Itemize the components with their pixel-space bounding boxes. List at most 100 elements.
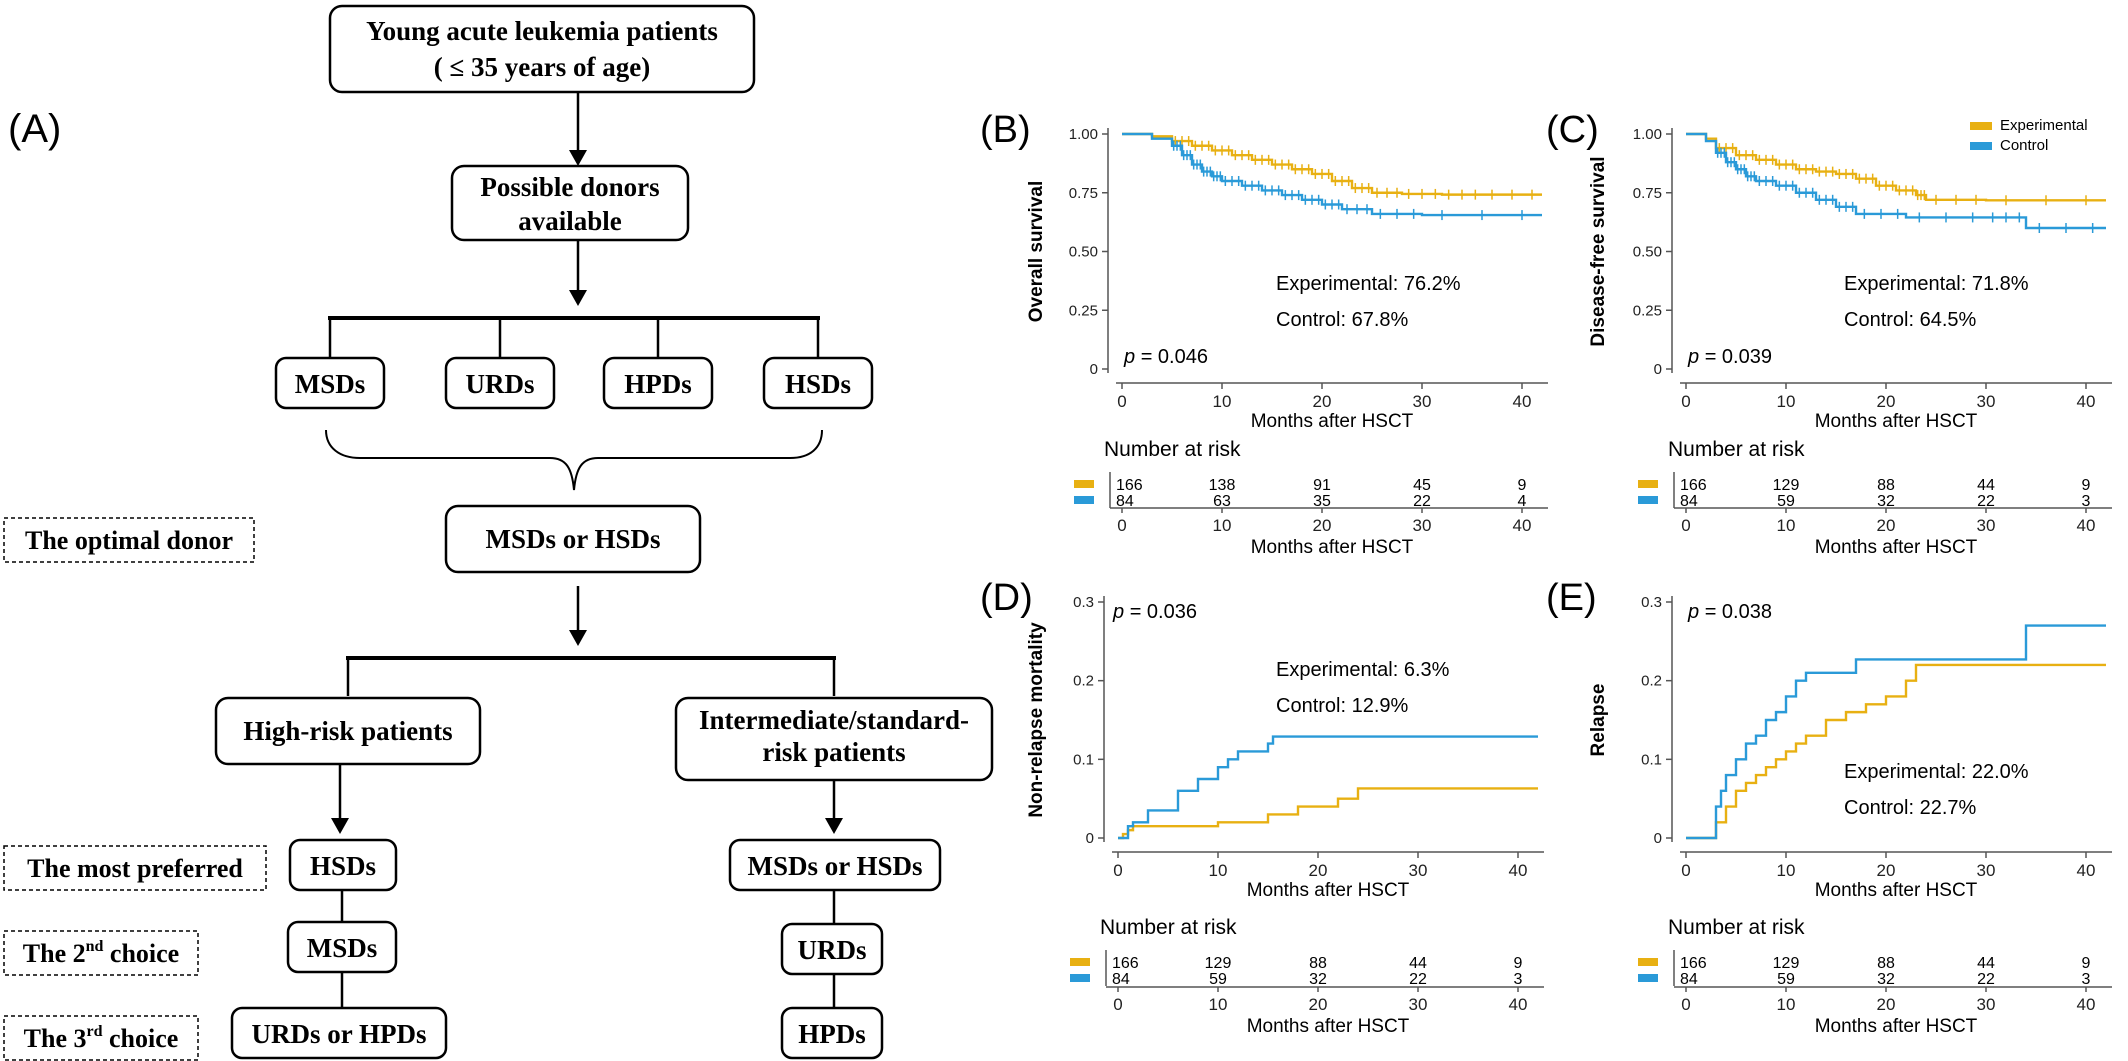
panel-label-a: (A) — [8, 107, 61, 151]
y-tick-label: 1.00 — [1069, 126, 1098, 143]
risk-count: 32 — [1877, 493, 1895, 510]
high-risk-text: High-risk patients — [243, 716, 452, 746]
y-tick-label: 0 — [1090, 361, 1098, 378]
risk-x-axis-title: Months after HSCT — [1247, 1016, 1410, 1037]
possible-donors-line1: Possible donors — [480, 172, 659, 202]
x-tick-label: 40 — [1509, 861, 1528, 880]
donor-label-hpds: HPDs — [624, 369, 692, 399]
arrowhead — [825, 818, 843, 834]
x-tick-label: 10 — [1213, 392, 1232, 411]
result-annotation: Experimental: 6.3% — [1276, 659, 1450, 681]
result-annotation: Experimental: 22.0% — [1844, 761, 2029, 783]
intermediate-choice-1: MSDs or HSDs — [747, 851, 922, 881]
x-tick-label: 10 — [1777, 861, 1796, 880]
risk-count: 166 — [1116, 477, 1143, 494]
risk-swatch-experimental — [1638, 480, 1658, 488]
result-annotation: Experimental: 76.2% — [1276, 273, 1461, 295]
p-value: p = 0.039 — [1687, 346, 1772, 368]
intermediate-line1: Intermediate/standard- — [699, 705, 969, 735]
risk-x-tick-label: 40 — [1513, 516, 1532, 535]
high-risk-choice-3-box — [230, 1006, 448, 1060]
x-tick-label: 10 — [1209, 861, 1228, 880]
risk-count: 44 — [1409, 955, 1427, 972]
risk-count: 9 — [1518, 477, 1527, 494]
risk-count: 4 — [1518, 493, 1527, 510]
x-tick-label: 20 — [1877, 861, 1896, 880]
risk-table-title: Number at risk — [1668, 916, 1805, 939]
y-tick-label: 0.50 — [1633, 244, 1662, 261]
risk-x-axis-title: Months after HSCT — [1815, 537, 1978, 558]
y-tick-label: 0.75 — [1069, 185, 1098, 202]
risk-count: 9 — [2082, 955, 2091, 972]
x-axis-title: Months after HSCT — [1815, 880, 1978, 901]
risk-table-title: Number at risk — [1100, 916, 1237, 939]
donor-label-msds: MSDs — [295, 369, 366, 399]
panel-label: (B) — [980, 109, 1031, 151]
risk-count: 88 — [1309, 955, 1327, 972]
result-annotation: Control: 64.5% — [1844, 309, 1977, 331]
risk-count: 45 — [1413, 477, 1431, 494]
risk-swatch-control — [1638, 974, 1658, 982]
y-tick-label: 0.1 — [1641, 751, 1662, 768]
possible-donors-line2: available — [518, 206, 622, 236]
high-risk-choice-2: MSDs — [307, 933, 378, 963]
x-tick-label: 0 — [1681, 861, 1690, 880]
series-line-control — [1686, 132, 2106, 230]
p-value: p = 0.036 — [1112, 601, 1197, 623]
risk-count: 3 — [2082, 493, 2091, 510]
risk-count: 35 — [1313, 493, 1331, 510]
donor-box-hpds — [602, 356, 714, 410]
x-tick-label: 20 — [1877, 392, 1896, 411]
y-tick-label: 0.2 — [1641, 673, 1662, 690]
most-preferred-label-box — [3, 845, 267, 891]
optimal-donor-text: MSDs or HSDs — [485, 524, 660, 554]
risk-x-tick-label: 20 — [1877, 995, 1896, 1014]
high-risk-choice-3: URDs or HPDs — [252, 1019, 427, 1049]
risk-count: 166 — [1680, 477, 1707, 494]
risk-count: 166 — [1680, 955, 1707, 972]
risk-swatch-experimental — [1638, 958, 1658, 966]
result-annotation: Control: 67.8% — [1276, 309, 1409, 331]
series-line-experimental — [1122, 132, 1542, 196]
legend-swatch-experimental — [1970, 122, 1992, 130]
second-choice-label: The 2nd choice — [23, 938, 179, 968]
risk-x-tick-label: 10 — [1209, 995, 1228, 1014]
intermediate-choice-2-box — [780, 922, 884, 976]
x-tick-label: 30 — [1977, 392, 1996, 411]
intermediate-choice-2: URDs — [797, 935, 866, 965]
risk-x-tick-label: 10 — [1777, 995, 1796, 1014]
risk-count: 59 — [1209, 971, 1227, 988]
possible-donors-box — [450, 164, 690, 242]
x-tick-label: 30 — [1977, 861, 1996, 880]
panel-label: (D) — [980, 577, 1033, 619]
y-tick-label: 1.00 — [1633, 126, 1662, 143]
risk-x-tick-label: 30 — [1409, 995, 1428, 1014]
risk-count: 22 — [1413, 493, 1431, 510]
risk-table-title: Number at risk — [1668, 438, 1805, 461]
y-tick-label: 0.25 — [1069, 302, 1098, 319]
risk-count: 22 — [1977, 493, 1995, 510]
y-tick-label: 0 — [1086, 830, 1094, 847]
panel-label: (C) — [1546, 109, 1599, 151]
optimal-donor-box — [444, 504, 702, 574]
risk-count: 9 — [1514, 955, 1523, 972]
risk-x-tick-label: 0 — [1681, 516, 1690, 535]
x-tick-label: 0 — [1117, 392, 1126, 411]
risk-x-tick-label: 20 — [1877, 516, 1896, 535]
y-tick-label: 0 — [1654, 361, 1662, 378]
risk-x-tick-label: 0 — [1681, 995, 1690, 1014]
arrowhead — [569, 150, 587, 166]
x-axis-title: Months after HSCT — [1251, 411, 1414, 432]
risk-swatch-experimental — [1070, 958, 1090, 966]
risk-count: 3 — [1514, 971, 1523, 988]
p-value: p = 0.046 — [1123, 346, 1208, 368]
flowchart-panel: (A) Young acute leukemia patients ( ≤ 35… — [3, 4, 994, 1061]
risk-count: 84 — [1680, 971, 1698, 988]
third-choice-label: The 3rd choice — [24, 1023, 179, 1053]
legend-label-experimental: Experimental — [2000, 117, 2088, 134]
risk-table-title: Number at risk — [1104, 438, 1241, 461]
